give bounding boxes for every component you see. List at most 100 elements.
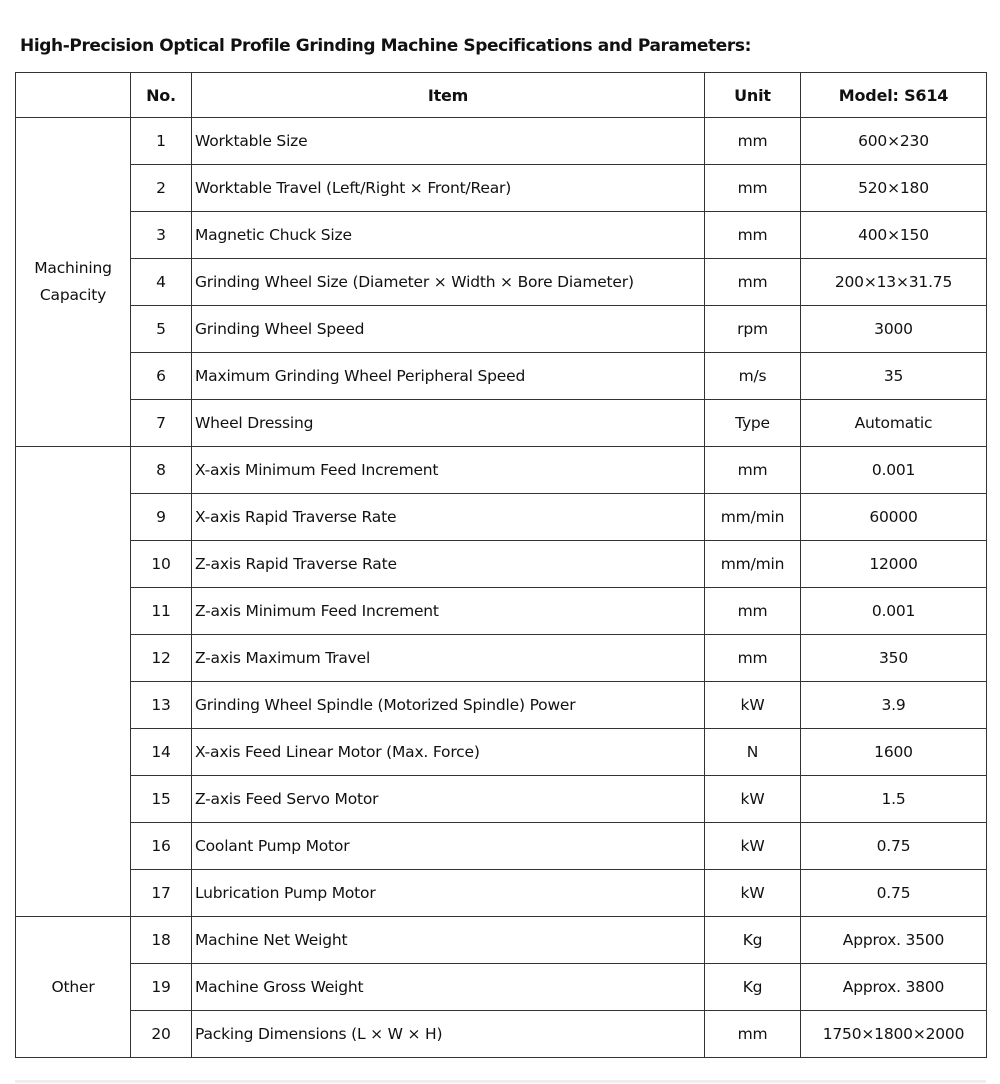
- cell-value: 3.9: [800, 681, 987, 729]
- cell-no: 3: [130, 211, 192, 259]
- header-item: Item: [191, 72, 705, 118]
- cell-item: Machine Gross Weight: [191, 963, 705, 1011]
- cell-no: 5: [130, 305, 192, 353]
- cell-value: 1.5: [800, 775, 987, 823]
- page-title: High-Precision Optical Profile Grinding …: [20, 36, 751, 56]
- cell-item: Machine Net Weight: [191, 916, 705, 964]
- cell-value: 1750×1800×2000: [800, 1010, 987, 1058]
- cell-unit: mm: [704, 211, 801, 259]
- header-no: No.: [130, 72, 192, 118]
- cell-no: 12: [130, 634, 192, 682]
- table-row: 3 Magnetic Chuck Size mm 400×150: [16, 211, 987, 259]
- cell-item: Coolant Pump Motor: [191, 822, 705, 870]
- cell-value: Automatic: [800, 399, 987, 447]
- cell-no: 8: [130, 446, 192, 494]
- cell-unit: mm: [704, 634, 801, 682]
- header-model: Model: S614: [800, 72, 987, 118]
- cell-value: Approx. 3500: [800, 916, 987, 964]
- cell-item: Z-axis Maximum Travel: [191, 634, 705, 682]
- cell-unit: m/s: [704, 352, 801, 400]
- cell-value: 0.75: [800, 822, 987, 870]
- table-row: 13 Grinding Wheel Spindle (Motorized Spin…: [16, 681, 987, 729]
- cell-item: X-axis Minimum Feed Increment: [191, 446, 705, 494]
- cell-item: Z-axis Minimum Feed Increment: [191, 587, 705, 635]
- cell-no: 6: [130, 352, 192, 400]
- cell-unit: Type: [704, 399, 801, 447]
- cell-unit: mm: [704, 258, 801, 306]
- cell-item: Magnetic Chuck Size: [191, 211, 705, 259]
- table-row: 17 Lubrication Pump Motor kW 0.75: [16, 869, 987, 917]
- table-row: 7 Wheel Dressing Type Automatic: [16, 399, 987, 447]
- cell-value: 1600: [800, 728, 987, 776]
- spec-table: No. Item Unit Model: S614 Machining Capa…: [15, 72, 987, 1058]
- cell-no: 14: [130, 728, 192, 776]
- cell-item: Packing Dimensions (L × W × H): [191, 1010, 705, 1058]
- cell-unit: Kg: [704, 963, 801, 1011]
- table-row: 5 Grinding Wheel Speed rpm 3000: [16, 305, 987, 353]
- header-group: [15, 72, 131, 118]
- cell-unit: mm: [704, 164, 801, 212]
- cell-no: 11: [130, 587, 192, 635]
- cell-item: Maximum Grinding Wheel Peripheral Speed: [191, 352, 705, 400]
- cell-unit: Kg: [704, 916, 801, 964]
- table-row: 4 Grinding Wheel Size (Diameter × Width ×…: [16, 258, 987, 306]
- table-row: Machining Capacity 1 Worktable Size mm 600×2…: [15, 117, 987, 447]
- cell-no: 9: [130, 493, 192, 541]
- table-row: 12 Z-axis Maximum Travel mm 350: [16, 634, 987, 682]
- header-unit: Unit: [704, 72, 801, 118]
- table-row: 10 Z-axis Rapid Traverse Rate mm/min 12000: [16, 540, 987, 588]
- group-label: Machining Capacity: [15, 117, 131, 447]
- cell-value: 200×13×31.75: [800, 258, 987, 306]
- cell-item: Grinding Wheel Size (Diameter × Width × …: [191, 258, 705, 306]
- cell-unit: N: [704, 728, 801, 776]
- cell-unit: mm: [704, 1010, 801, 1058]
- cell-no: 13: [130, 681, 192, 729]
- cell-item: Z-axis Feed Servo Motor: [191, 775, 705, 823]
- cell-value: 0.75: [800, 869, 987, 917]
- cell-unit: kW: [704, 681, 801, 729]
- cell-item: Wheel Dressing: [191, 399, 705, 447]
- cell-unit: kW: [704, 822, 801, 870]
- cell-item: Grinding Wheel Speed: [191, 305, 705, 353]
- table-row: 11 Z-axis Minimum Feed Increment mm 0.001: [16, 587, 987, 635]
- cell-no: 15: [130, 775, 192, 823]
- divider: [15, 1080, 986, 1083]
- table-row: 2 Worktable Travel (Left/Right × Front/Re…: [16, 164, 987, 212]
- cell-unit: mm: [704, 446, 801, 494]
- cell-value: 0.001: [800, 587, 987, 635]
- cell-no: 16: [130, 822, 192, 870]
- table-row: Other 18 Machine Net Weight Kg Approx. 3500: [15, 916, 987, 1058]
- cell-item: X-axis Rapid Traverse Rate: [191, 493, 705, 541]
- table-row: 19 Machine Gross Weight Kg Approx. 3800: [16, 963, 987, 1011]
- table-row: 8 X-axis Minimum Feed Increment mm 0.001: [15, 446, 987, 917]
- cell-no: 17: [130, 869, 192, 917]
- cell-no: 19: [130, 963, 192, 1011]
- cell-item: Z-axis Rapid Traverse Rate: [191, 540, 705, 588]
- cell-item: Lubrication Pump Motor: [191, 869, 705, 917]
- cell-item: X-axis Feed Linear Motor (Max. Force): [191, 728, 705, 776]
- cell-value: 0.001: [800, 446, 987, 494]
- cell-no: 7: [130, 399, 192, 447]
- table-row: 14 X-axis Feed Linear Motor (Max. Force) N…: [16, 728, 987, 776]
- table-header-row: No. Item Unit Model: S614: [15, 72, 987, 118]
- table-row: 16 Coolant Pump Motor kW 0.75: [16, 822, 987, 870]
- table-row: 15 Z-axis Feed Servo Motor kW 1.5: [16, 775, 987, 823]
- cell-value: 3000: [800, 305, 987, 353]
- cell-item: Worktable Travel (Left/Right × Front/Rea…: [191, 164, 705, 212]
- cell-value: 350: [800, 634, 987, 682]
- cell-item: Grinding Wheel Spindle (Motorized Spindl…: [191, 681, 705, 729]
- cell-value: 600×230: [800, 117, 987, 165]
- group-label: Other: [15, 916, 131, 1058]
- cell-value: Approx. 3800: [800, 963, 987, 1011]
- cell-no: 4: [130, 258, 192, 306]
- cell-unit: kW: [704, 869, 801, 917]
- cell-value: 12000: [800, 540, 987, 588]
- cell-no: 2: [130, 164, 192, 212]
- cell-value: 520×180: [800, 164, 987, 212]
- group-label: [15, 446, 131, 917]
- cell-no: 18: [130, 916, 192, 964]
- cell-no: 10: [130, 540, 192, 588]
- table-row: 9 X-axis Rapid Traverse Rate mm/min 60000: [16, 493, 987, 541]
- table-row: 20 Packing Dimensions (L × W × H) mm 1750×1…: [16, 1010, 987, 1058]
- cell-unit: mm: [704, 587, 801, 635]
